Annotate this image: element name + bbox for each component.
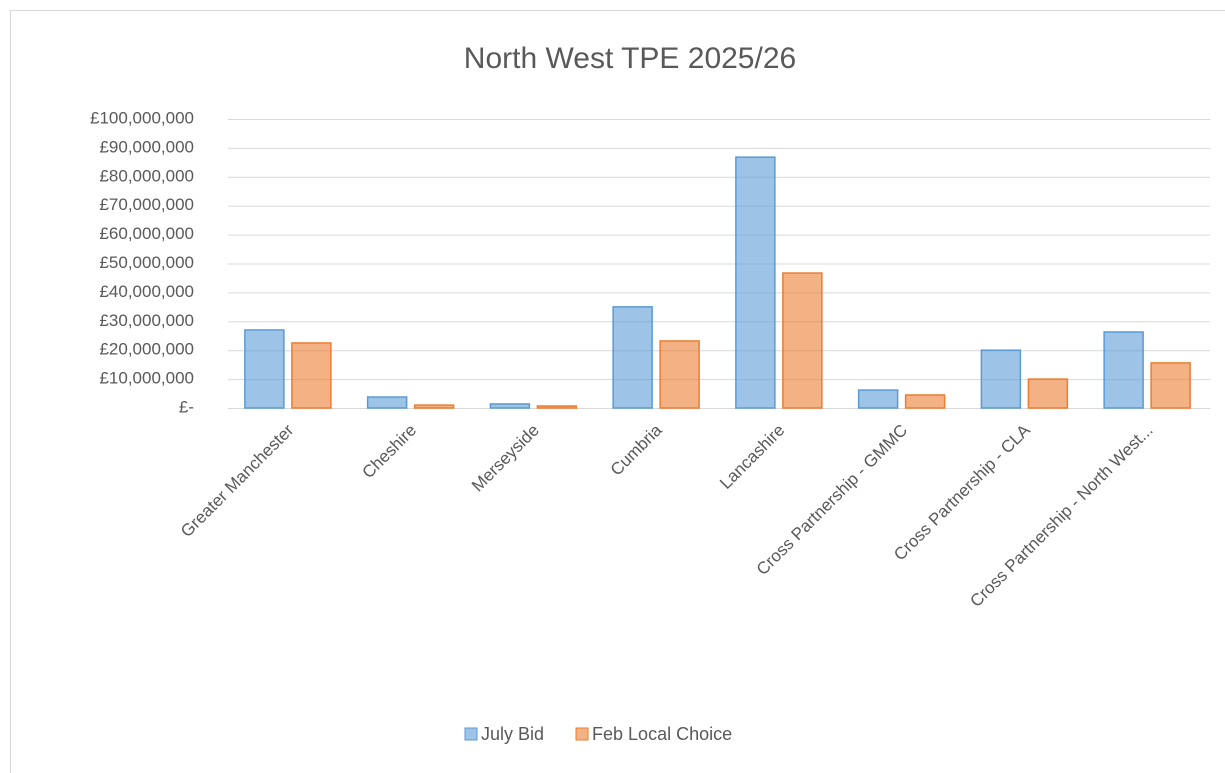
y-tick-label: £90,000,000 (99, 137, 194, 156)
legend-label: July Bid (481, 724, 544, 744)
bar (244, 329, 285, 409)
y-tick-label: £50,000,000 (99, 253, 194, 272)
y-tick-label: £100,000,000 (90, 108, 194, 127)
y-tick-label: £- (179, 397, 194, 416)
bar (904, 394, 946, 409)
bar (1027, 378, 1069, 409)
bar (489, 403, 531, 409)
legend-swatch (464, 727, 478, 741)
bar (735, 156, 776, 409)
bar (536, 405, 578, 409)
bar (659, 340, 700, 409)
chart-title: North West TPE 2025/26 (464, 42, 796, 75)
bar (980, 349, 1022, 409)
bar (413, 404, 455, 409)
y-tick-label: £70,000,000 (99, 195, 194, 214)
y-tick-label: £80,000,000 (99, 166, 194, 185)
bar (612, 306, 653, 409)
legend-swatch (575, 727, 589, 741)
y-tick-label: £20,000,000 (99, 340, 194, 359)
bar (782, 272, 823, 409)
y-tick-label: £40,000,000 (99, 282, 194, 301)
y-tick-label: £30,000,000 (99, 311, 194, 330)
y-tick-label: £10,000,000 (99, 369, 194, 388)
bar (291, 342, 332, 409)
y-tick-label: £60,000,000 (99, 224, 194, 243)
bar (857, 389, 899, 409)
bar (1150, 362, 1191, 409)
bar (366, 396, 408, 409)
bar (1103, 331, 1144, 409)
legend-label: Feb Local Choice (592, 724, 732, 744)
